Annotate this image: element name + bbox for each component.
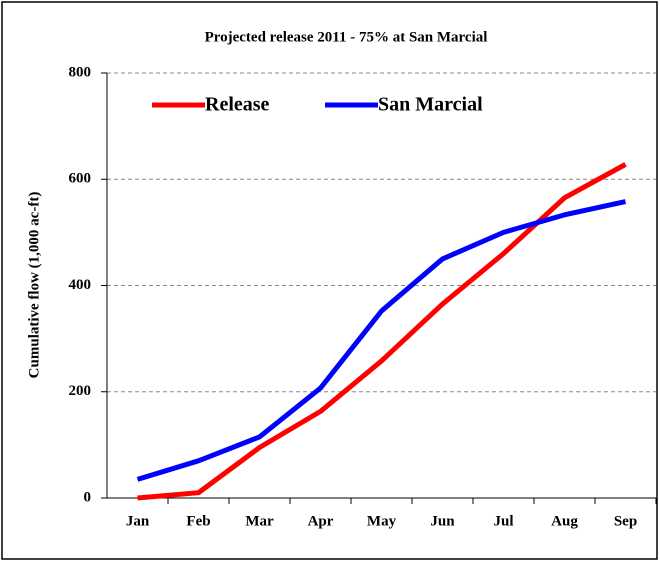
series-line	[137, 162, 627, 501]
x-tick-label: Jul	[493, 513, 513, 529]
x-tick-label: Sep	[614, 513, 637, 529]
legend-label: San Marcial	[378, 94, 483, 116]
y-tick-label: 800	[69, 64, 92, 80]
legend-label: Release	[205, 94, 270, 116]
x-tick-label: Jan	[126, 513, 150, 529]
y-tick-label: 600	[69, 171, 92, 187]
x-tick-label: Aug	[551, 513, 578, 529]
chart-title: Projected release 2011 - 75% at San Marc…	[205, 29, 488, 45]
x-tick-label: Jun	[430, 513, 455, 529]
x-tick-label: Feb	[186, 513, 210, 529]
y-tick-label: 200	[69, 383, 92, 399]
x-tick-label: Apr	[308, 513, 334, 529]
y-tick-label: 0	[84, 489, 92, 505]
y-tick-label: 400	[69, 277, 92, 293]
x-tick-label: May	[367, 513, 397, 529]
series-line	[136, 199, 627, 482]
x-tick-label: Mar	[245, 513, 274, 529]
y-axis-label: Cumulative flow (1,000 ac-ft)	[26, 192, 42, 379]
